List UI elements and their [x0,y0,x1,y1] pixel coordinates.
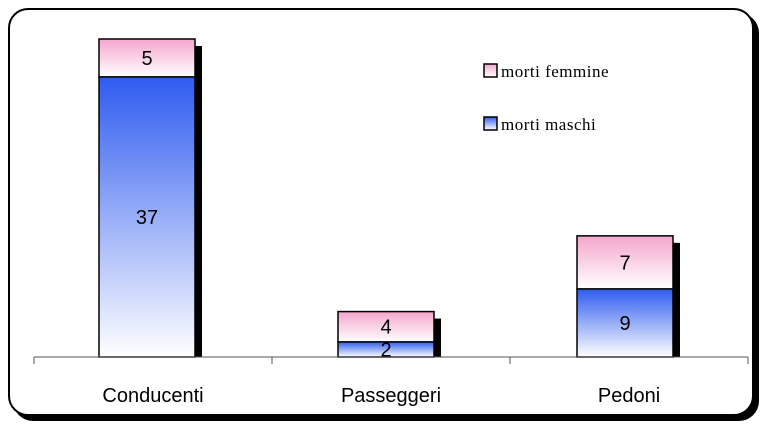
x-tick-label: Passeggeri [341,385,441,407]
legend-label: morti maschi [501,115,596,134]
legend-label: morti femmine [501,62,609,81]
legend-swatch [483,116,498,131]
data-label: 9 [619,313,630,335]
bar-segment-morti-femmine [576,235,674,290]
x-axis: Conducenti Passeggeri Pedoni [33,356,749,407]
bar-segment-morti-femmine [337,310,435,343]
legend: morti femmine morti maschi [483,62,609,134]
data-label: 7 [619,252,630,274]
bar-segment-morti-femmine [98,38,196,78]
legend-swatch [483,63,498,78]
data-label: 37 [136,207,158,229]
data-label: 4 [380,317,391,339]
x-tick-label: Conducenti [102,385,203,407]
data-label: 2 [380,339,391,361]
data-label: 5 [141,48,152,70]
x-tick-label: Pedoni [598,385,660,407]
plot-area: 37 5 24 9 7 [98,38,680,361]
